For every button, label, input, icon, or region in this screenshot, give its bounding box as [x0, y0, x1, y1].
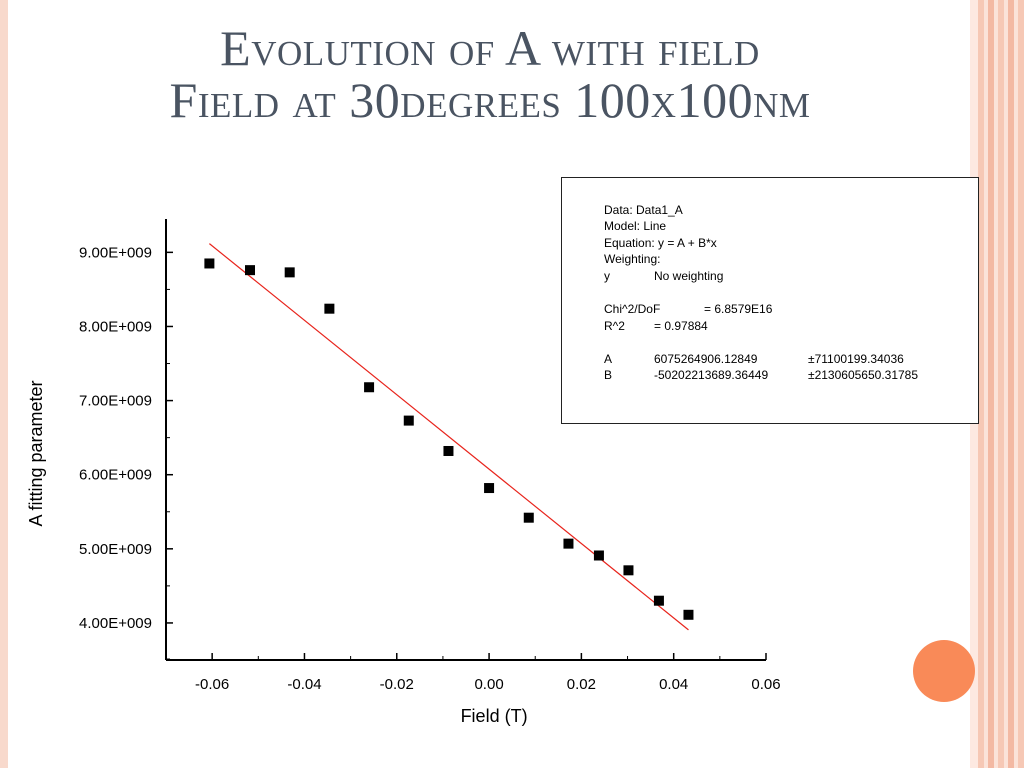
slide-title: Evolution of A with field Field at 30deg… [40, 22, 940, 126]
title-line-1: Evolution of A with field [220, 20, 760, 76]
data-point [523, 512, 534, 523]
data-point [653, 595, 664, 606]
fit-param-a-name: A [604, 352, 613, 366]
fit-param-b-name: B [604, 368, 613, 382]
y-tick-label: 6.00E+009 [79, 467, 152, 484]
fit-r2-value: = 0.97884 [654, 319, 708, 333]
fit-chi-value: = 6.8579E16 [704, 302, 773, 316]
data-point [403, 415, 414, 426]
data-point [593, 550, 604, 561]
y-tick-label: 5.00E+009 [79, 541, 152, 558]
x-tick-label: 0.02 [567, 676, 596, 693]
x-tick-label: 0.00 [474, 676, 503, 693]
fit-weighting-line: Weighting: [604, 252, 661, 266]
data-point [443, 445, 454, 456]
fit-data-line: Data: Data1_A [604, 203, 683, 217]
data-point [623, 565, 634, 576]
slide-left-border [0, 0, 8, 768]
y-axis-title: A fitting parameter [26, 380, 46, 526]
data-point [364, 382, 375, 393]
x-tick-label: -0.02 [380, 676, 414, 693]
fit-param-a-value: 6075264906.12849 [654, 352, 758, 366]
fit-param-b-error: ±2130605650.31785 [808, 368, 919, 382]
data-point [484, 483, 495, 494]
fit-r2-label: R^2 [604, 319, 625, 333]
data-point [204, 258, 215, 269]
x-tick-label: -0.04 [287, 676, 321, 693]
fit-line [209, 243, 689, 631]
data-point [245, 265, 255, 276]
fit-param-a-error: ±71100199.34036 [808, 352, 904, 366]
y-tick-label: 4.00E+009 [79, 615, 152, 632]
y-tick-label: 8.00E+009 [79, 318, 152, 335]
fit-equation-line: Equation: y = A + B*x [604, 236, 717, 250]
data-point [563, 538, 574, 549]
y-tick-label: 7.00E+009 [79, 393, 152, 410]
data-point [683, 609, 694, 620]
x-tick-label: -0.06 [195, 676, 229, 693]
y-tick-label: 9.00E+009 [79, 244, 152, 261]
x-tick-label: 0.04 [659, 676, 688, 693]
x-axis-title: Field (T) [461, 706, 528, 726]
title-line-2: Field at 30degrees 100x100nm [169, 72, 811, 128]
data-point [324, 303, 335, 314]
decorative-orange-circle [913, 640, 975, 702]
data-point [284, 267, 295, 278]
fit-results-box: Data: Data1_A Model: Line Equation: y = … [561, 177, 979, 424]
fit-weighting-value: No weighting [654, 269, 724, 283]
fit-chi-label: Chi^2/DoF [604, 302, 661, 316]
fit-param-b-value: -50202213689.36449 [654, 368, 769, 382]
x-tick-label: 0.06 [751, 676, 780, 693]
fit-weighting-var: y [604, 269, 610, 283]
fit-model-line: Model: Line [604, 219, 667, 233]
